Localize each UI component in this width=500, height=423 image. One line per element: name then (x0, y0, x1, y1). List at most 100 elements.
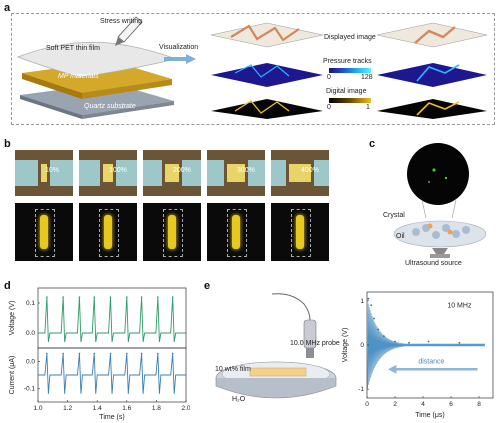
echo-peak (394, 340, 396, 343)
x-axis-label: Time (μs) (415, 412, 444, 419)
signal-line (38, 296, 186, 343)
peak-point (93, 352, 96, 355)
probe-diagram (215, 293, 337, 399)
glow-trace (168, 215, 176, 249)
echo-peak (370, 304, 373, 307)
displayed-image-label: Displayed image (324, 34, 376, 41)
dashed-box (291, 209, 311, 257)
pressure-max-label: 128 (361, 74, 373, 81)
panel-d-label: d (4, 280, 11, 292)
peak-point (93, 296, 96, 298)
pressure-min-label: 0 (327, 74, 331, 81)
y-axis-label: Voltage (V) (342, 328, 349, 363)
glow-trace (40, 215, 48, 249)
glove-right (116, 160, 137, 186)
x-tick-label: 0 (365, 401, 369, 408)
pressure-tracks-label: Pressure tracks (323, 58, 372, 65)
dashed-box (35, 209, 55, 257)
glove-left (271, 160, 286, 186)
water-label: H₂O (232, 396, 246, 403)
peak-point (109, 296, 112, 298)
echo-peak (408, 341, 410, 344)
luminescence-image (79, 203, 137, 261)
digital-colorbar (329, 98, 371, 103)
glove-right (248, 160, 265, 186)
peak-point (157, 296, 159, 298)
sample-strip (227, 164, 245, 182)
sample-strip (289, 164, 311, 182)
sample-strip (103, 164, 113, 182)
mp-materials-label: MP materials (58, 73, 99, 80)
digital-image-label: Digital image (326, 88, 367, 95)
pressure-colorbar (329, 68, 371, 73)
strain-label: 300% (237, 167, 255, 174)
strain-photo: 10% (15, 150, 73, 196)
distance-label: distance (418, 359, 444, 366)
layer-stack-diagram (16, 16, 178, 119)
sample-strip (41, 164, 47, 182)
glove-left (207, 160, 224, 186)
sample-strip (165, 164, 179, 182)
quartz-label: Quartz substrate (84, 103, 136, 110)
echo-peak (377, 328, 380, 331)
panel-e-label: e (204, 280, 211, 292)
glow-trace (104, 215, 112, 249)
y-tick-label: 0.1 (26, 300, 35, 307)
peak-point (46, 296, 48, 298)
peak-point (140, 296, 143, 298)
strain-photo: 200% (143, 150, 201, 196)
peak-point (126, 296, 128, 298)
digital-max-label: 1 (366, 104, 370, 111)
peak-point (62, 296, 64, 298)
x-axis-label: Time (s) (99, 414, 124, 421)
x-tick-label: 1.6 (122, 405, 131, 412)
visualization-stack-left (210, 22, 324, 119)
strain-label: 400% (301, 167, 319, 174)
x-tick-label: 1.0 (33, 405, 42, 412)
echo-peak (367, 297, 370, 300)
strain-photo: 100% (79, 150, 137, 196)
y-axis-label-top: Voltage (V) (9, 301, 16, 336)
y-axis-label-bottom: Current (μA) (9, 356, 16, 395)
y-tick-label: 0.0 (26, 330, 35, 337)
x-tick-label: 1.4 (93, 405, 102, 412)
echo-peak (373, 317, 375, 320)
glove-left (143, 160, 162, 186)
peak-point (62, 352, 64, 355)
strain-photo: 400% (271, 150, 329, 196)
digital-min-label: 0 (327, 104, 331, 111)
strain-label: 100% (109, 167, 127, 174)
pen-icon (115, 16, 143, 46)
glow-trace (232, 215, 240, 249)
strain-label: 10% (45, 167, 60, 174)
glove-right (50, 160, 73, 186)
glow-trace (296, 215, 304, 249)
y-tick-label: -0.1 (24, 386, 36, 393)
luminescence-image (207, 203, 265, 261)
ultrasound-diagram (393, 143, 487, 258)
dashed-box (227, 209, 247, 257)
peak-point (46, 352, 48, 355)
x-tick-label: 1.2 (63, 405, 72, 412)
visualization-label: Visualization (159, 44, 199, 51)
panel-c-label: c (369, 138, 376, 150)
peak-point (171, 352, 174, 355)
distance-arrowhead (388, 364, 397, 374)
glove-left (15, 160, 38, 186)
dashed-box (163, 209, 183, 257)
peak-point (171, 296, 174, 298)
peak-point (126, 352, 128, 355)
echo-signal (366, 303, 486, 389)
peak-point (140, 352, 143, 355)
strain-photo: 300% (207, 150, 265, 196)
panel-b-label: b (4, 138, 11, 150)
visualization-stack-right (376, 22, 488, 119)
echo-peak (427, 340, 430, 343)
signal-line (38, 353, 186, 394)
y-tick-label: 0.0 (26, 359, 35, 366)
echo-peak (382, 335, 385, 338)
x-tick-label: 2 (393, 401, 397, 408)
peak-point (157, 352, 159, 355)
strain-label: 200% (173, 167, 191, 174)
